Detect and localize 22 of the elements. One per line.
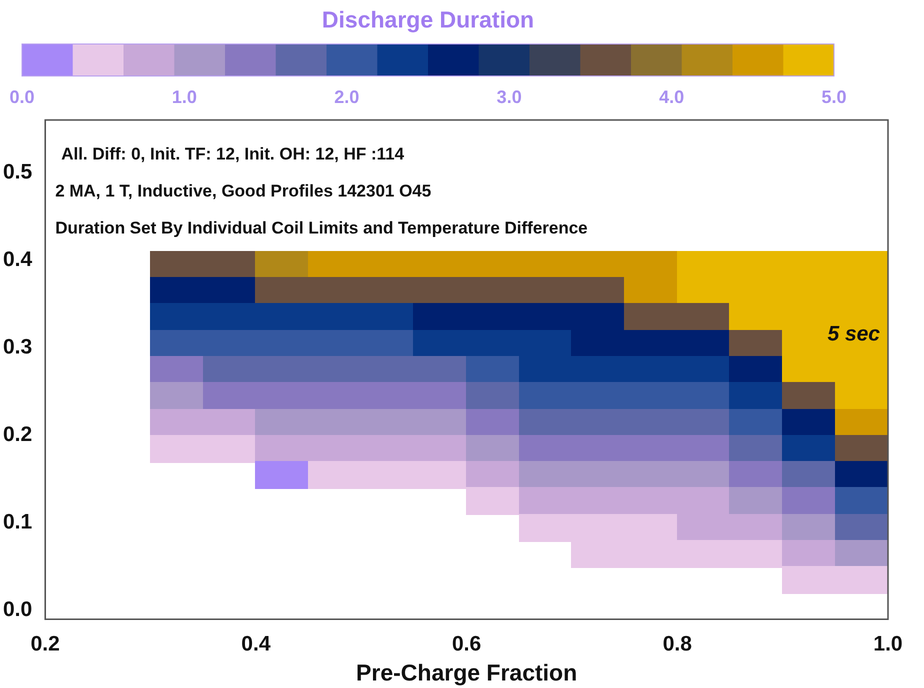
color-bar-label: 5.0 — [821, 86, 847, 107]
annotation: All. Diff: 0, Init. TF: 12, Init. OH: 12, HF :114 — [61, 144, 405, 164]
y-tick-label: 0.0 — [2, 598, 32, 622]
y-tick-label: 0.5 — [2, 160, 33, 184]
x-tick-label: 1.0 — [873, 632, 903, 656]
y-tick-label: 0.2 — [2, 423, 32, 446]
color-bar-label: 3.0 — [496, 86, 522, 107]
x-axis-title: Pre-Charge Fraction — [356, 660, 578, 686]
y-tick-label: 0.3 — [2, 336, 32, 358]
annotation: 5 sec — [827, 322, 880, 346]
y-tick-label: 0.1 — [2, 510, 33, 534]
x-tick-label: 0.2 — [30, 632, 60, 656]
color-bar-label: 2.0 — [334, 86, 360, 107]
annotation: 2 MA, 1 T, Inductive, Good Profiles 142301 O45 — [55, 182, 432, 201]
y-tick-label: 0.4 — [2, 248, 33, 271]
color-bar-title: Discharge Duration — [322, 6, 534, 32]
annotation: Duration Set By Individual Coil Limits and Temperature Difference — [55, 218, 588, 238]
color-bar-label: 1.0 — [172, 86, 197, 107]
x-tick-label: 0.6 — [452, 632, 482, 656]
color-bar-label: 4.0 — [659, 86, 684, 107]
x-tick-label: 0.4 — [241, 632, 271, 656]
x-tick-label: 0.8 — [662, 632, 692, 656]
